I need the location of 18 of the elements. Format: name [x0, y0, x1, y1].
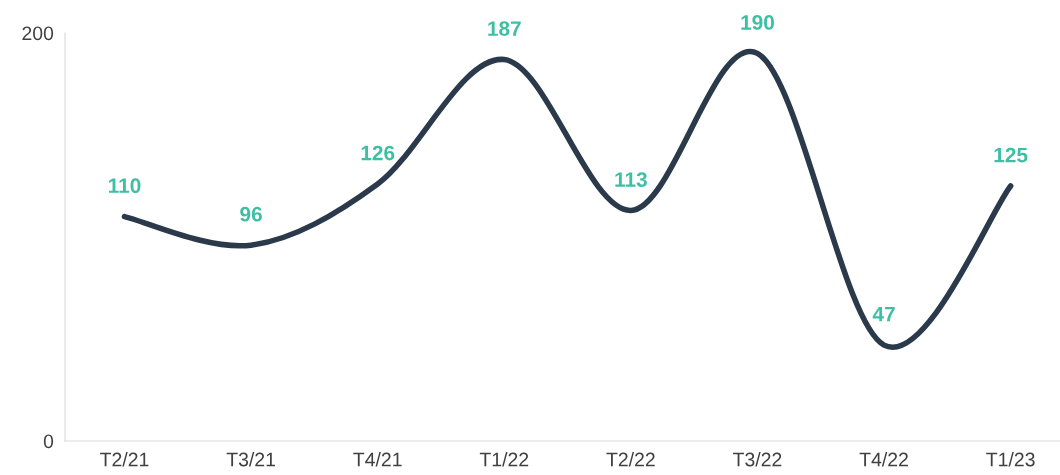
x-tick-label: T2/21 — [100, 452, 149, 467]
data-label: 113 — [615, 172, 647, 187]
x-tick-label: T4/21 — [353, 452, 402, 467]
x-tick-label: T2/22 — [606, 452, 655, 467]
data-label: 190 — [741, 15, 774, 30]
data-label: 110 — [109, 178, 141, 194]
data-label: 125 — [994, 147, 1028, 163]
y-tick-label: 0 — [43, 434, 54, 449]
data-label: 47 — [872, 307, 895, 322]
y-tick-label: 200 — [22, 26, 54, 41]
x-tick-label: T3/21 — [226, 452, 275, 467]
x-tick-label: T3/22 — [733, 452, 782, 467]
data-label: 187 — [488, 21, 521, 36]
data-label: 96 — [240, 206, 262, 222]
x-tick-label: T1/23 — [986, 452, 1035, 467]
x-tick-label: T4/22 — [859, 452, 908, 467]
x-tick-label: T1/22 — [479, 452, 529, 467]
data-label: 126 — [361, 145, 395, 161]
